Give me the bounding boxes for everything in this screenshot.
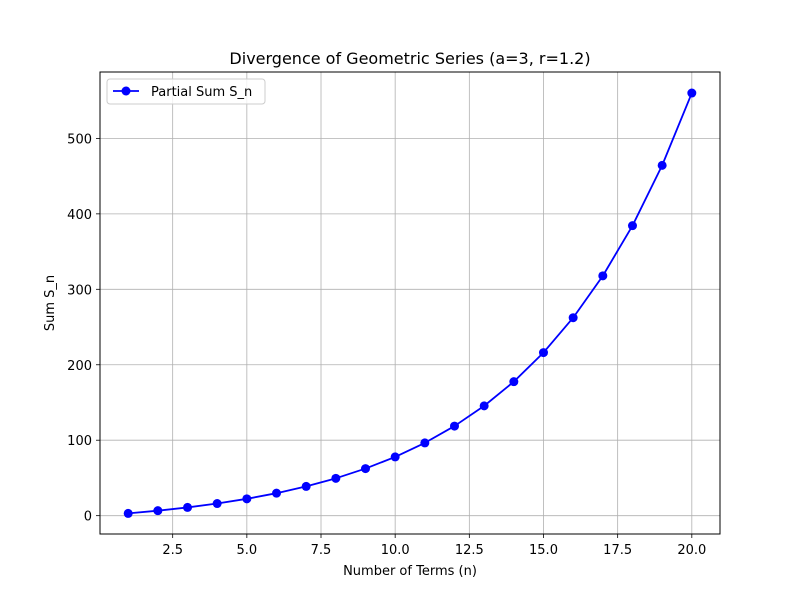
x-tick-label: 2.5 xyxy=(162,543,183,558)
y-tick-label: 0 xyxy=(84,510,92,525)
data-point xyxy=(272,488,282,498)
y-axis-label: Sum S_n xyxy=(43,275,58,331)
x-axis-label: Number of Terms (n) xyxy=(343,564,477,579)
x-tick-label: 5.0 xyxy=(236,543,257,558)
y-tick-label: 300 xyxy=(67,283,92,298)
data-point xyxy=(509,377,519,387)
data-point xyxy=(183,502,193,512)
data-point xyxy=(123,508,133,518)
data-point xyxy=(331,473,341,483)
data-point xyxy=(153,506,163,516)
legend-frame xyxy=(106,78,266,105)
data-point xyxy=(627,221,637,231)
x-tick-label: 17.5 xyxy=(603,543,632,558)
data-point xyxy=(390,452,400,462)
data-point xyxy=(598,271,608,281)
data-point xyxy=(361,464,371,474)
y-tick-label: 200 xyxy=(67,359,92,374)
data-point xyxy=(242,494,252,504)
data-point xyxy=(538,348,548,358)
y-tick-label: 100 xyxy=(67,434,92,449)
legend: Partial Sum S_n xyxy=(106,78,266,105)
data-point xyxy=(301,481,311,491)
series-line xyxy=(128,92,693,515)
x-tick-label: 12.5 xyxy=(455,543,484,558)
data-point xyxy=(449,421,459,431)
data-point xyxy=(420,438,430,448)
data-point xyxy=(657,160,667,170)
chart-title: Divergence of Geometric Series (a=3, r=1… xyxy=(229,49,590,68)
x-tick-label: 7.5 xyxy=(311,543,332,558)
plot-frame xyxy=(99,71,721,535)
x-tick-label: 10.0 xyxy=(381,543,410,558)
legend-marker-swatch xyxy=(121,86,131,96)
ticks: 2.5 5.0 7.5 10.0 12.5 15.0 17.5 20.0 0 100 200 300 4… xyxy=(67,132,706,558)
x-tick-label: 20.0 xyxy=(677,543,706,558)
y-tick-label: 500 xyxy=(67,132,92,147)
data-point xyxy=(212,499,222,509)
y-tick-label: 400 xyxy=(67,208,92,223)
data-point xyxy=(687,88,697,98)
series xyxy=(123,88,697,518)
data-point xyxy=(479,401,489,411)
data-point xyxy=(568,313,578,323)
legend-label: Partial Sum S_n xyxy=(151,85,252,100)
x-tick-label: 15.0 xyxy=(529,543,558,558)
grid xyxy=(100,72,720,534)
